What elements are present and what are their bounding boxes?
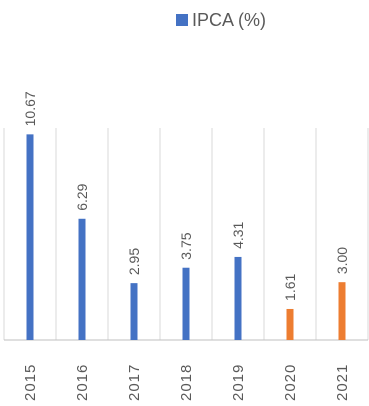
data-label: 4.31 xyxy=(230,221,246,248)
data-label: 3.00 xyxy=(334,247,350,274)
bar xyxy=(78,218,86,340)
legend-label: IPCA (%) xyxy=(192,9,267,30)
x-tick-label: 2017 xyxy=(126,364,143,401)
x-tick-label: 2015 xyxy=(22,364,39,401)
x-tick-label: 2020 xyxy=(282,364,299,401)
bar xyxy=(130,283,138,340)
x-tick-label: 2016 xyxy=(74,364,91,401)
chart-legend: IPCA (%) xyxy=(176,9,266,31)
data-label: 10.67 xyxy=(22,91,38,126)
bar xyxy=(338,282,346,340)
data-label: 1.61 xyxy=(282,274,298,301)
x-tick-label: 2021 xyxy=(334,364,351,401)
data-label: 3.75 xyxy=(178,232,194,259)
bar xyxy=(234,256,242,340)
data-label: 6.29 xyxy=(74,183,90,210)
x-tick-label: 2019 xyxy=(230,364,247,401)
bar xyxy=(182,267,190,340)
data-label: 2.95 xyxy=(126,248,142,275)
x-tick-label: 2018 xyxy=(178,364,195,401)
bar xyxy=(26,134,34,340)
legend-swatch xyxy=(176,14,188,26)
bar xyxy=(286,308,294,340)
